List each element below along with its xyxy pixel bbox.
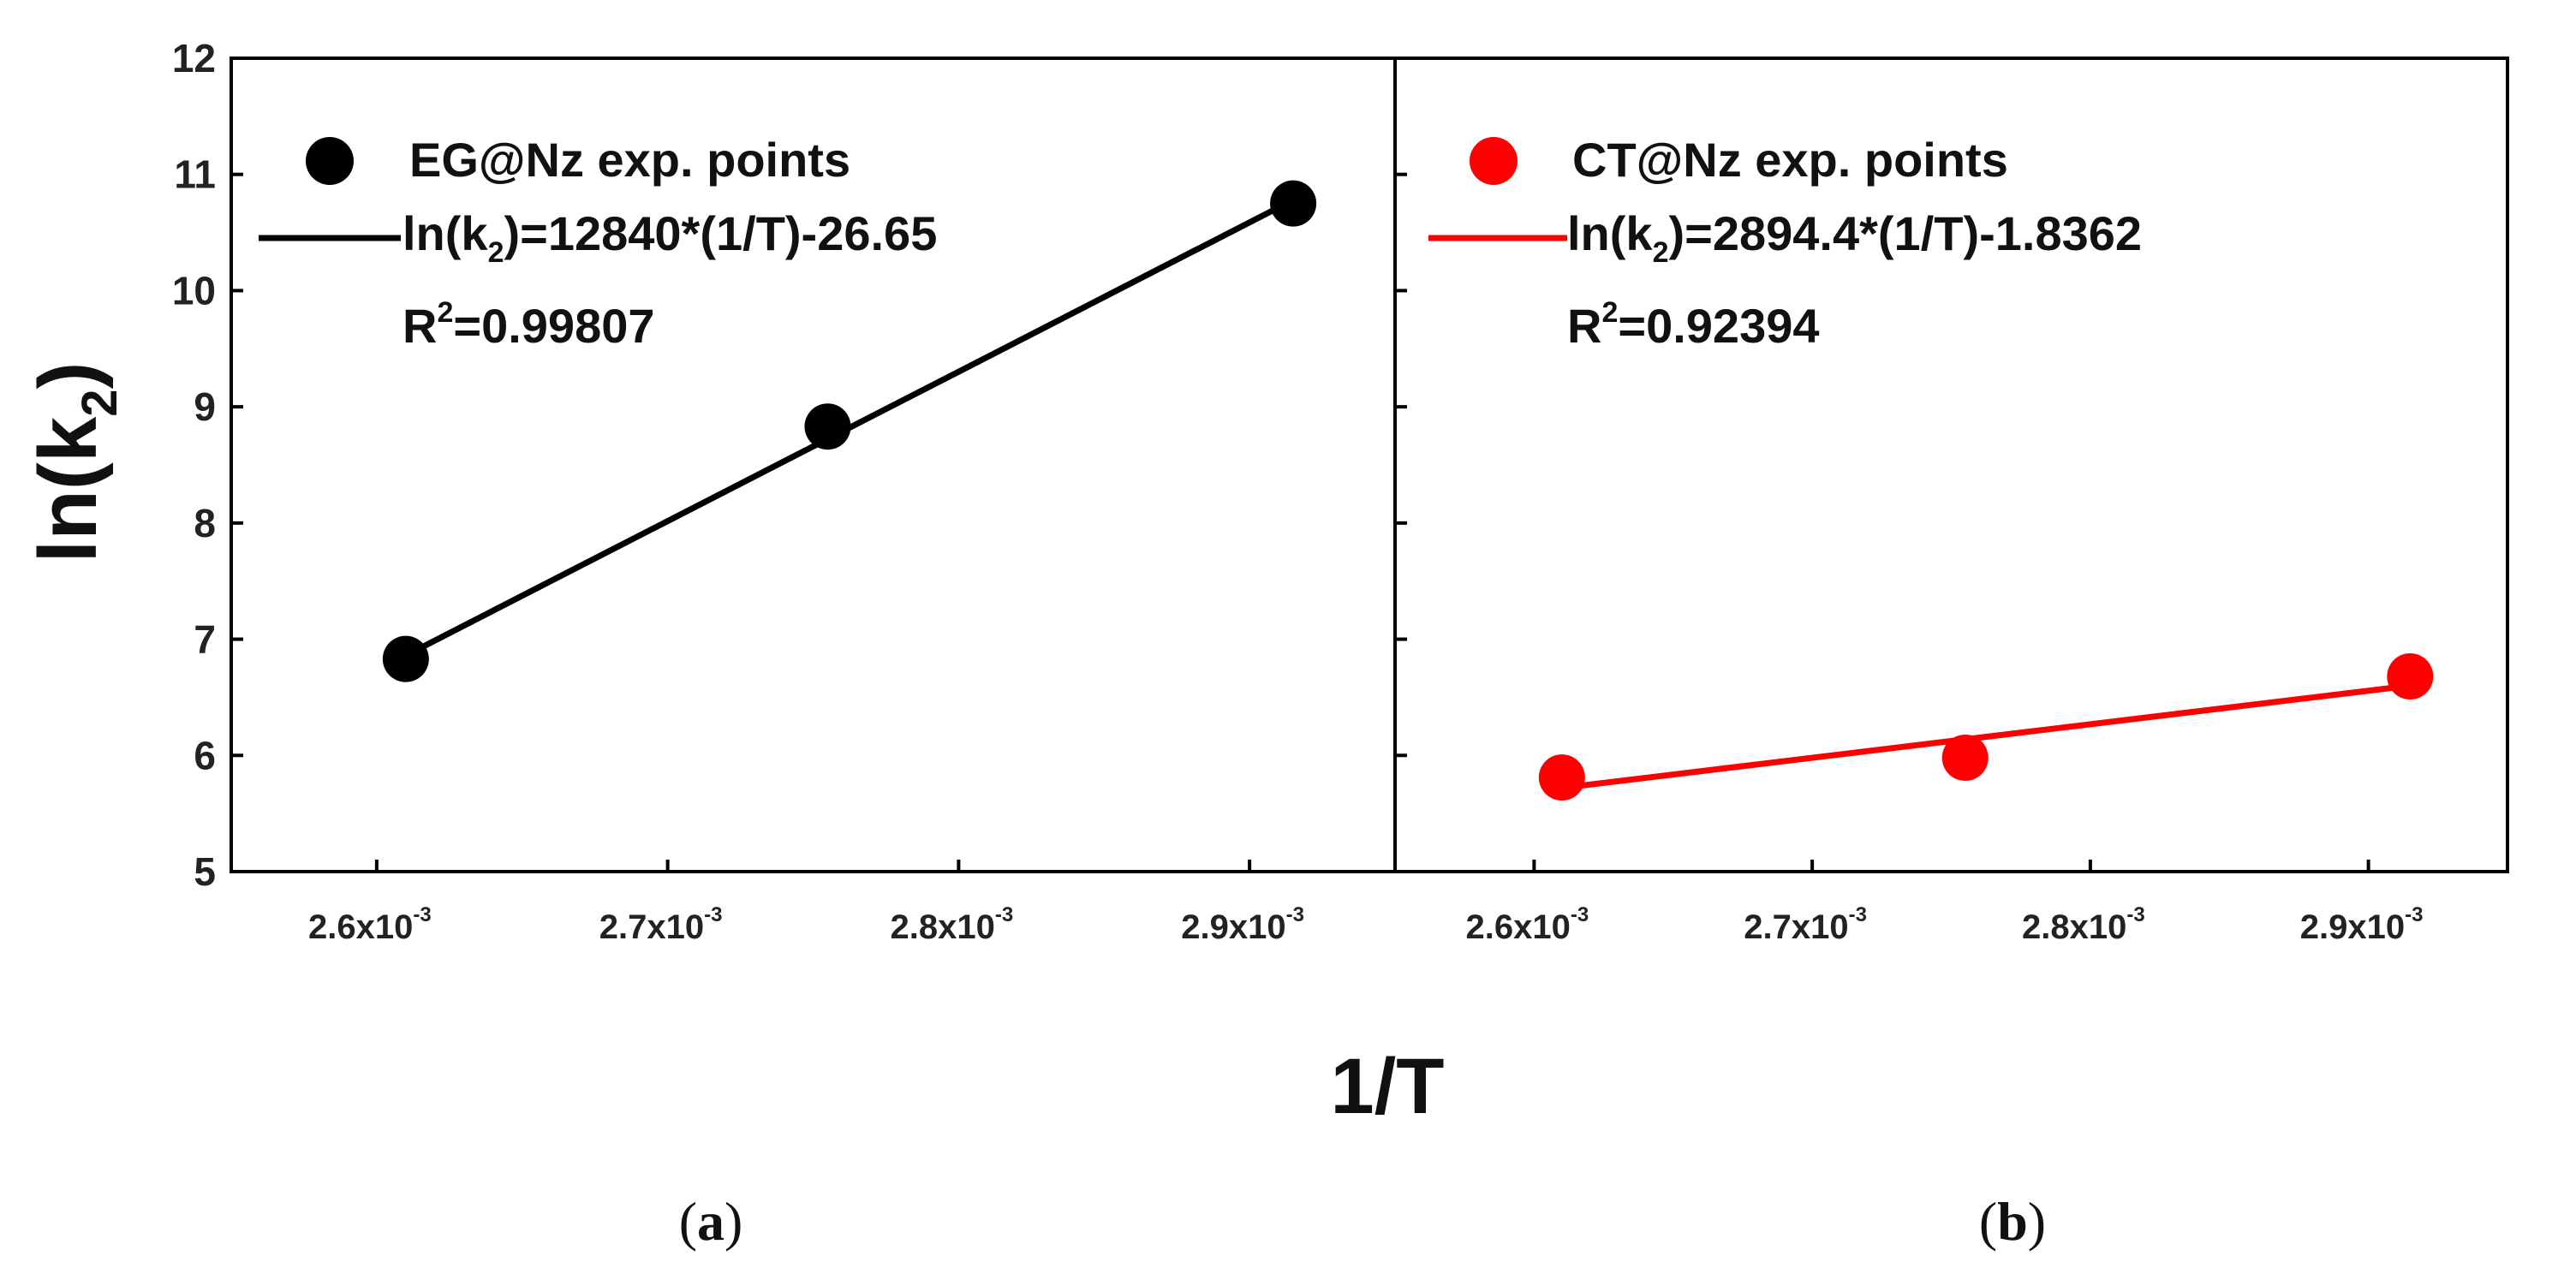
panel-a-xtick-label: 2.7x10-3 [599, 903, 723, 946]
caption-panel-a: (a) [679, 1191, 743, 1252]
caption-panel-b: (b) [1979, 1191, 2046, 1252]
y-tick-label: 10 [172, 268, 216, 313]
panel-b-data-point [2387, 653, 2434, 700]
legend-b-fit-label: ln(k2)=2894.4*(1/T)-1.8362 [1567, 206, 2142, 269]
x-axis-title: 1/T [1331, 1043, 1445, 1130]
y-tick-label: 9 [194, 384, 216, 429]
legend-a-fit-label: ln(k2)=12840*(1/T)-26.65 [402, 206, 937, 269]
panel-b-xtick-label: 2.7x10-3 [1744, 903, 1867, 946]
y-tick-label: 8 [194, 501, 216, 545]
y-tick-label: 7 [194, 617, 216, 662]
panel-a-data-point [1270, 180, 1317, 227]
legend-panel-b: CT@Nz exp. points ln(k2)=2894.4*(1/T)-1.… [1428, 133, 2142, 353]
y-axis-title: ln(k2) [22, 362, 128, 563]
panel-b-data-point [1538, 754, 1585, 801]
panel-b-xtick-label: 2.6x10-3 [1466, 903, 1589, 946]
panel-a-data-point [804, 403, 851, 450]
panel-b-xtick-label: 2.8x10-3 [2022, 903, 2145, 946]
panel-b-data-point [1941, 735, 1989, 781]
legend-a-points-label: EG@Nz exp. points [409, 133, 850, 187]
panel-a-data-point [382, 635, 429, 682]
panel-a-xtick-label: 2.8x10-3 [891, 903, 1014, 946]
ticks-layer: 5 6 7 8 9 10 11 12 2.6x10-3 2.7x10-3 2.8x10-3 2.9x1… [172, 36, 2424, 946]
legend-a-point-marker [306, 137, 354, 185]
marks-layer [382, 180, 2434, 801]
legend-b-r2-label: R2=0.92394 [1567, 296, 1820, 353]
y-tick-label: 5 [194, 849, 216, 894]
panel-b-fit-line [1561, 682, 2411, 791]
panel-a-xtick-label: 2.9x10-3 [1181, 903, 1304, 946]
legend-b-points-label: CT@Nz exp. points [1572, 133, 2008, 187]
y-tick-label: 11 [174, 152, 216, 197]
panel-b-xtick-label: 2.9x10-3 [2300, 903, 2424, 946]
plot-frame [230, 57, 2509, 873]
y-tick-label: 6 [194, 733, 216, 777]
panel-a-xtick-label: 2.6x10-3 [308, 903, 432, 946]
legend-a-r2-label: R2=0.99807 [402, 296, 655, 353]
legend-panel-a: EG@Nz exp. points ln(k2)=12840*(1/T)-26.… [259, 133, 937, 353]
y-tick-label: 12 [172, 36, 216, 80]
legend-b-point-marker [1470, 137, 1518, 185]
